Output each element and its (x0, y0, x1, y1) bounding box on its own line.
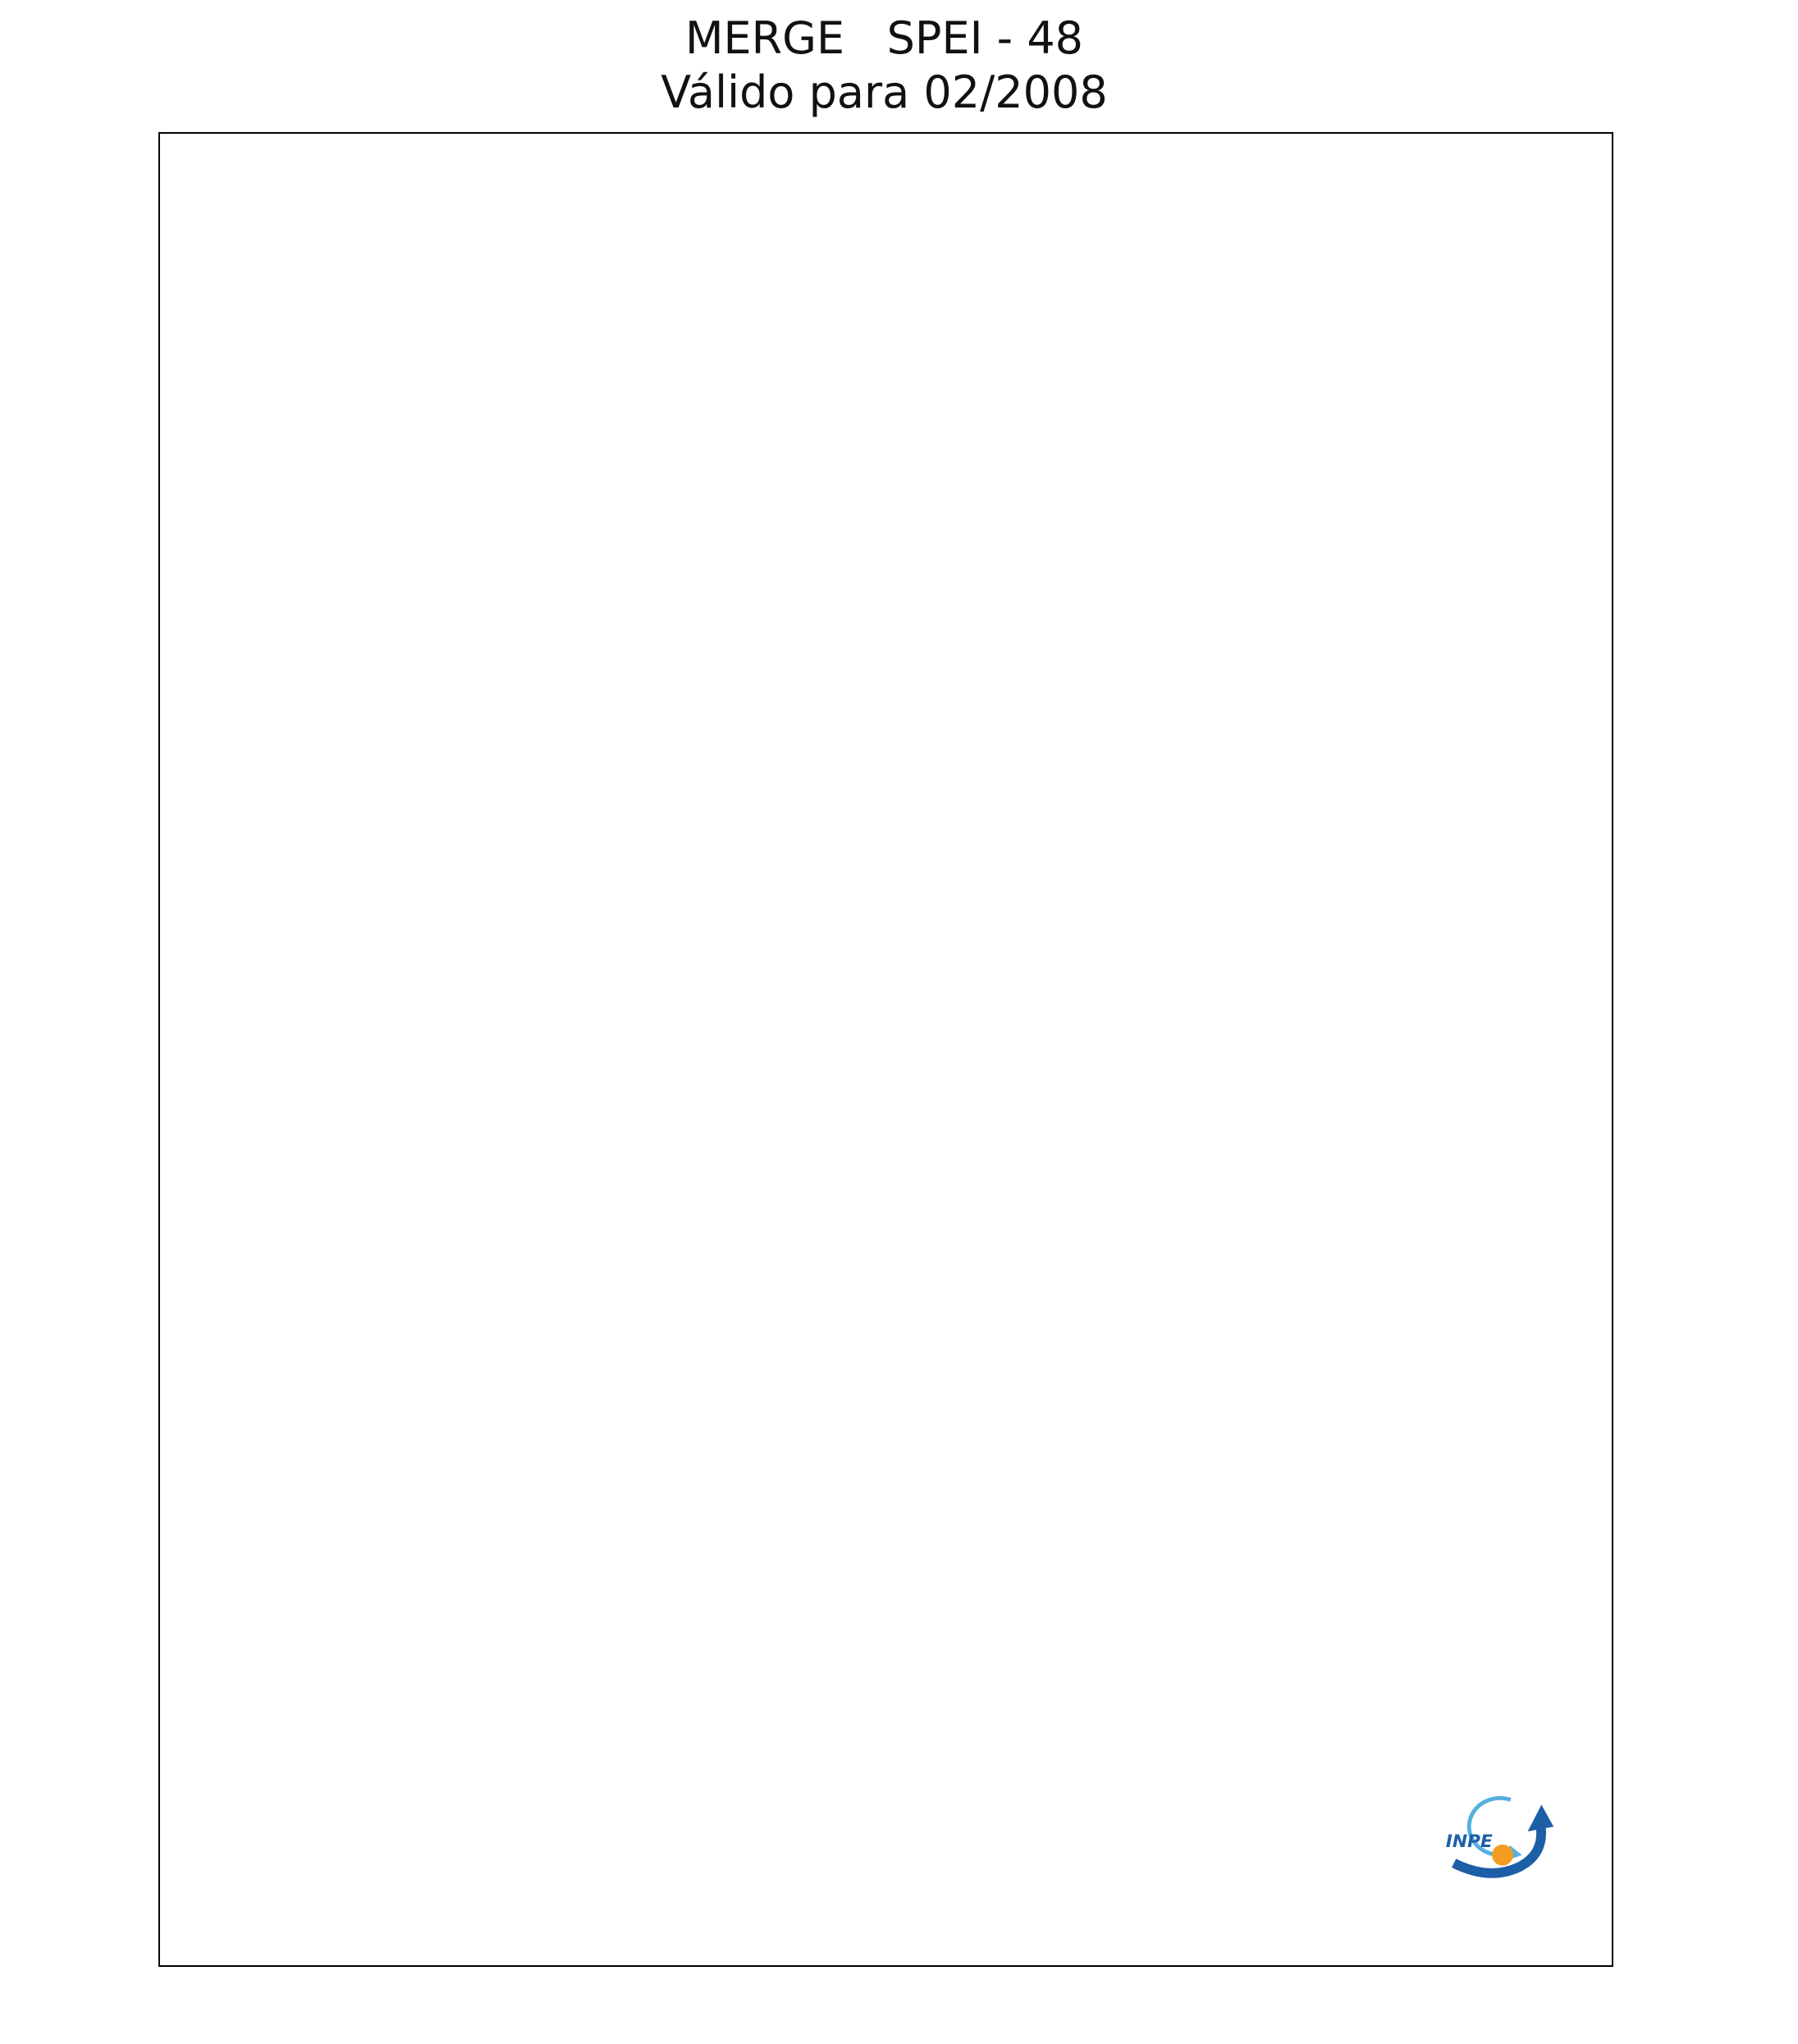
colorbar-gradient (1628, 186, 1677, 1895)
map-plot-frame: INPE (158, 132, 1613, 1967)
inpe-logo: INPE (1431, 1784, 1569, 1884)
chart-subtitle: Válido para 02/2008 (661, 66, 1108, 118)
south-america-map (160, 134, 1612, 1965)
inpe-orange-dot-icon (1492, 1844, 1513, 1866)
inpe-arrow-icon (1452, 1825, 1546, 1878)
chart-title: MERGE SPEI - 48 (684, 12, 1084, 64)
inpe-arrowhead-icon (1527, 1804, 1554, 1832)
inpe-logo-text: INPE (1446, 1831, 1493, 1852)
inpe-logo-graphic: INPE (1446, 1795, 1554, 1878)
